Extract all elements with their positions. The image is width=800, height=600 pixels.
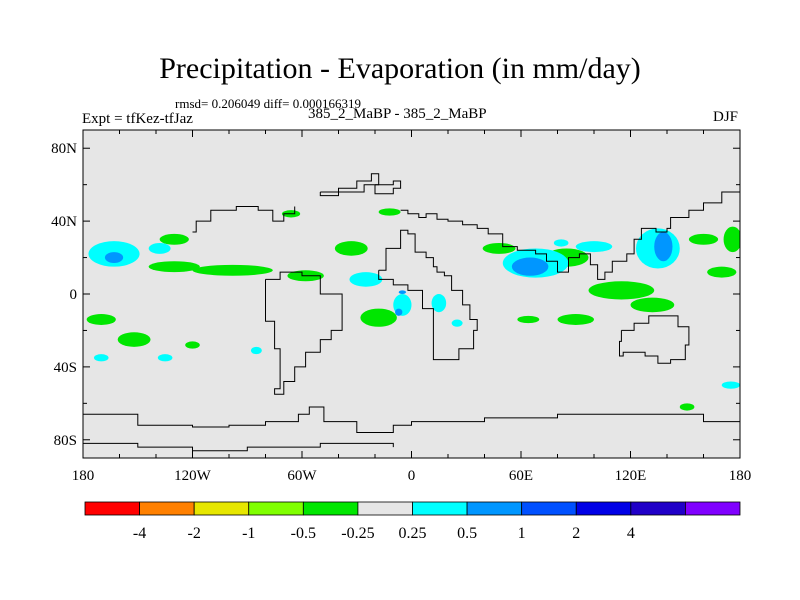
- colorbar-label: 0.5: [457, 525, 477, 542]
- x-tick-label: 120E: [615, 468, 647, 484]
- contour-region-9: [185, 341, 200, 349]
- x-tick-label: 60E: [509, 468, 533, 484]
- colorbar-swatch-4: [302, 501, 359, 516]
- contour-region-10: [360, 308, 397, 327]
- continent-outline-7: [192, 206, 296, 233]
- colorbar-swatch-6: [412, 501, 468, 516]
- continent-outline-3: [400, 181, 740, 280]
- colorbar-swatch-2: [193, 501, 250, 516]
- continent-outline-0: [378, 229, 478, 361]
- colorbar-label: 4: [627, 525, 635, 542]
- contour-region-29: [93, 354, 109, 362]
- contour-region-31: [250, 346, 262, 355]
- contour-region-32: [451, 319, 463, 327]
- contour-region-22: [148, 242, 171, 254]
- colorbar-swatch-8: [521, 501, 577, 516]
- contour-region-37: [654, 232, 673, 262]
- continent-outline-2: [619, 315, 690, 364]
- colorbar-swatch-0: [84, 501, 140, 516]
- continent-outline-8: [374, 180, 402, 195]
- contour-region-19: [679, 403, 695, 411]
- contour-region-16: [517, 315, 540, 324]
- x-axis: 180 120W 60W 0 60E 120E 180: [72, 130, 752, 484]
- contour-region-23: [349, 272, 383, 287]
- contour-region-20: [723, 226, 740, 253]
- colorbar-label: -0.25: [341, 525, 374, 542]
- contour-fill-layer: [86, 208, 740, 411]
- stats-text: rmsd= 0.206049 diff= 0.000166319: [175, 96, 361, 111]
- colorbar-label: 2: [572, 525, 580, 542]
- x-tick-label: 0: [408, 468, 416, 484]
- contour-region-13: [588, 281, 655, 300]
- x-tick-label: 60W: [287, 468, 317, 484]
- contour-region-1: [148, 261, 200, 273]
- colorbar-label: -4: [133, 525, 146, 542]
- colorbar-swatch-5: [357, 501, 413, 516]
- colorbar-label: -2: [188, 525, 201, 542]
- contour-region-30: [157, 354, 173, 362]
- contour-region-6: [159, 233, 189, 245]
- colorbar: -4 -2 -1 -0.5 -0.25 0.25 0.5 1 2 4: [84, 501, 741, 542]
- contour-region-28: [575, 241, 613, 253]
- contour-region-14: [630, 297, 675, 313]
- contour-region-25: [431, 294, 447, 313]
- colorbar-label: -1: [242, 525, 255, 542]
- contour-region-38: [395, 308, 403, 316]
- experiment-label: Expt = tfKez-tfJaz: [82, 111, 193, 127]
- y-tick-label: 80N: [51, 141, 77, 157]
- colorbar-swatch-3: [248, 501, 304, 516]
- contour-region-3: [334, 241, 368, 256]
- contour-region-39: [398, 290, 407, 294]
- continent-outline-5: [83, 442, 394, 452]
- y-tick-label: 40N: [51, 214, 77, 230]
- experiment-period-label: 385_2_MaBP - 385_2_MaBP: [308, 106, 487, 122]
- colorbar-swatch-9: [575, 501, 632, 516]
- contour-region-34: [553, 239, 569, 247]
- y-tick-label: 80S: [54, 433, 77, 449]
- y-axis: 80N 40N 0 40S 80S: [51, 141, 740, 449]
- contour-region-15: [557, 314, 594, 325]
- colorbar-label: 0.25: [399, 525, 427, 542]
- contour-region-11: [482, 242, 516, 254]
- y-tick-label: 0: [70, 287, 78, 303]
- continent-outline-1: [265, 271, 343, 395]
- contour-region-17: [688, 233, 719, 245]
- contour-region-18: [707, 266, 737, 278]
- contour-region-33: [721, 381, 740, 389]
- colorbar-label: 1: [518, 525, 526, 542]
- continent-outline-layer: [83, 173, 740, 452]
- x-tick-label: 180: [729, 468, 752, 484]
- continent-outline-4: [83, 406, 740, 433]
- x-tick-label: 180: [72, 468, 95, 484]
- contour-region-35: [104, 252, 124, 264]
- colorbar-swatch-7: [466, 501, 523, 516]
- contour-region-7: [117, 332, 151, 347]
- x-tick-label: 120W: [174, 468, 212, 484]
- season-label: DJF: [712, 109, 738, 125]
- colorbar-swatch-1: [139, 501, 195, 516]
- colorbar-swatch-11: [685, 501, 741, 516]
- y-tick-label: 40S: [54, 360, 77, 376]
- chart-title: Precipitation - Evaporation (in mm/day): [159, 52, 641, 85]
- colorbar-swatch-10: [630, 501, 686, 516]
- contour-region-36: [511, 257, 549, 276]
- contour-region-5: [378, 208, 401, 216]
- contour-region-0: [192, 264, 273, 276]
- contour-region-8: [86, 314, 116, 325]
- continent-outline-6: [319, 173, 380, 197]
- colorbar-label: -0.5: [291, 525, 316, 542]
